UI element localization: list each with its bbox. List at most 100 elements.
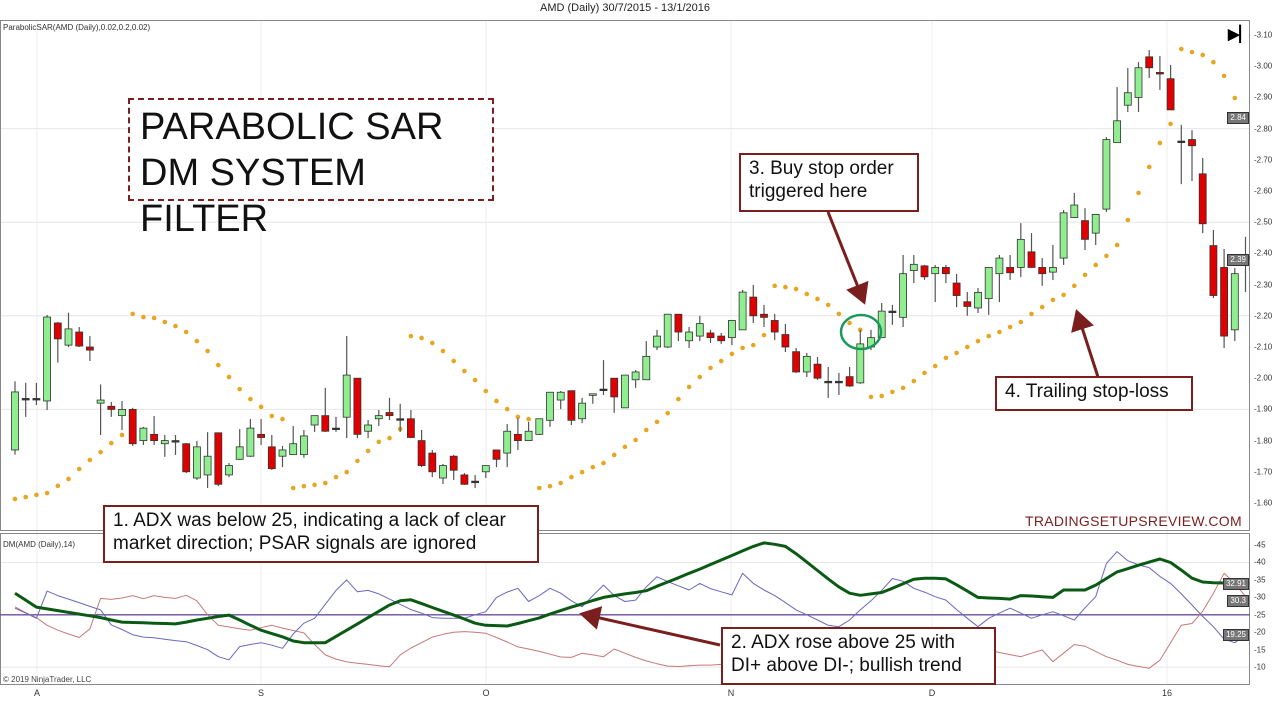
candle bbox=[503, 424, 512, 468]
note4-line: 4. Trailing stop-loss bbox=[1005, 381, 1169, 402]
candle bbox=[535, 418, 544, 435]
adx-line bbox=[14, 541, 1246, 645]
candle-body-down bbox=[567, 390, 576, 421]
candle-body-down bbox=[1156, 72, 1164, 75]
candle bbox=[995, 254, 1004, 303]
psar-dot bbox=[890, 389, 895, 395]
candle bbox=[695, 315, 704, 342]
candle-body-up bbox=[621, 374, 629, 409]
candle bbox=[374, 410, 383, 426]
psar-dot bbox=[312, 482, 317, 488]
candle-body-down bbox=[107, 405, 116, 410]
candle-body-up bbox=[481, 465, 490, 473]
arrow-note2 bbox=[579, 606, 721, 647]
psar-dot bbox=[44, 490, 50, 496]
candle-body-up bbox=[856, 343, 865, 384]
candle bbox=[1091, 213, 1100, 245]
candle bbox=[984, 267, 993, 315]
note4-box: 4. Trailing stop-loss bbox=[995, 376, 1193, 411]
price-tick-label: -2.30 bbox=[1254, 280, 1273, 290]
candle bbox=[931, 264, 940, 303]
psar-dot bbox=[290, 485, 296, 491]
psar-dot bbox=[151, 315, 157, 321]
psar-dot bbox=[836, 311, 842, 317]
candle bbox=[492, 449, 501, 468]
candle bbox=[909, 254, 918, 284]
x-tick-label: D bbox=[928, 688, 936, 698]
candle bbox=[1145, 49, 1154, 79]
psar-dot bbox=[761, 332, 767, 338]
candle bbox=[974, 288, 982, 313]
candle bbox=[1070, 192, 1079, 219]
candle-body-up bbox=[364, 424, 373, 432]
psar-dot bbox=[644, 427, 649, 433]
x-tick-label: N bbox=[727, 688, 735, 698]
dm-tick-label: -10 bbox=[1254, 662, 1266, 672]
psar-dot bbox=[783, 284, 788, 290]
candle bbox=[310, 415, 319, 432]
candle bbox=[257, 419, 266, 445]
psar-dot bbox=[526, 416, 531, 422]
candle-body-down bbox=[449, 455, 458, 471]
psar-dot bbox=[323, 480, 328, 486]
psar-dot bbox=[1200, 52, 1205, 58]
candle-body-down bbox=[150, 433, 159, 441]
candle bbox=[899, 254, 907, 328]
candle bbox=[717, 332, 726, 344]
psar-dots bbox=[12, 46, 1248, 502]
candle-body-down bbox=[75, 331, 84, 347]
candle bbox=[845, 366, 854, 387]
dm-tick-label: -25 bbox=[1254, 610, 1266, 620]
psar-dot bbox=[1136, 190, 1141, 196]
psar-dot bbox=[1146, 164, 1152, 170]
candle bbox=[150, 415, 159, 445]
note2-line: DI+ above DI-; bullish trend bbox=[731, 655, 962, 676]
candle bbox=[11, 381, 19, 455]
candle bbox=[396, 403, 405, 432]
candle bbox=[663, 313, 672, 348]
psar-dot bbox=[87, 457, 93, 463]
candle bbox=[299, 429, 308, 458]
candle-body-down bbox=[385, 412, 394, 417]
candle-body-up bbox=[21, 398, 30, 401]
psar-dot bbox=[23, 494, 29, 500]
price-tick-label: -3.10 bbox=[1254, 30, 1273, 40]
candle bbox=[353, 377, 362, 439]
candle-body-up bbox=[984, 267, 993, 300]
psar-dot bbox=[98, 449, 103, 455]
psar-dot bbox=[1093, 262, 1098, 268]
price-last-value-badge: 2.39 bbox=[1227, 253, 1249, 266]
di_plus-last-value-badge: 19.25 bbox=[1222, 628, 1249, 641]
candle bbox=[225, 463, 233, 478]
psar-dot bbox=[216, 362, 221, 368]
candle-body-down bbox=[182, 443, 191, 473]
candle-body-up bbox=[96, 399, 105, 404]
psar-dot bbox=[494, 398, 499, 404]
candle-body-down bbox=[321, 415, 330, 432]
psar-dot bbox=[504, 406, 510, 412]
psar-dot bbox=[537, 485, 542, 491]
candle bbox=[920, 264, 929, 280]
psar-dot bbox=[922, 370, 927, 376]
candle-body-up bbox=[1049, 267, 1057, 273]
psar-dot bbox=[868, 394, 874, 400]
psar-dot bbox=[162, 319, 168, 325]
skip-to-end-icon[interactable]: ▶▏ bbox=[1228, 26, 1252, 43]
psar-dot bbox=[119, 432, 125, 438]
candle bbox=[835, 372, 843, 396]
copyright: © 2019 NinjaTrader, LLC bbox=[3, 675, 92, 684]
candle-body-up bbox=[685, 331, 693, 342]
candle-body-down bbox=[492, 449, 501, 460]
psar-dot bbox=[355, 458, 360, 464]
candle bbox=[481, 465, 490, 479]
psar-dot bbox=[911, 378, 917, 384]
candle-body-up bbox=[192, 446, 201, 479]
note3-box: 3. Buy stop order triggered here bbox=[739, 153, 919, 212]
psar-dot bbox=[419, 335, 424, 341]
candle bbox=[1027, 233, 1036, 269]
price-tick-label: -1.70 bbox=[1254, 467, 1273, 477]
psar-dot bbox=[1221, 73, 1227, 79]
psar-dot bbox=[333, 474, 339, 480]
psar-dot bbox=[205, 348, 210, 354]
candle-body-up bbox=[588, 393, 597, 396]
